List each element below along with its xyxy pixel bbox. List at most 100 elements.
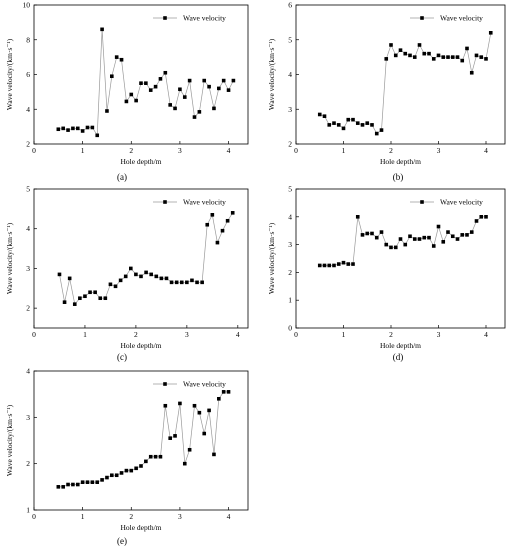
x-tick-label: 4 [484, 330, 488, 339]
chart-panel-c: 0 1 2 3 4 2 3 4 5 Hole depth/m Wave velocity/(km·s… [5, 185, 249, 362]
data-point [355, 215, 360, 219]
data-point [379, 230, 384, 234]
data-point [322, 263, 327, 268]
data-point [164, 276, 169, 281]
y-tick-label: 2 [288, 268, 292, 277]
data-point [110, 74, 114, 79]
data-point [226, 88, 231, 92]
legend-label: Wave velocity [183, 198, 226, 207]
data-point [446, 55, 450, 59]
data-point [231, 78, 236, 83]
data-point [88, 290, 92, 295]
data-point [153, 84, 158, 89]
x-tick-label: 1 [342, 330, 346, 339]
y-axis-title: Wave velocity/(km·s⁻¹) [5, 222, 14, 294]
data-point [221, 390, 226, 394]
data-point [108, 282, 113, 287]
data-point [431, 57, 436, 61]
data-point [417, 43, 422, 47]
y-tick-label: 4 [288, 70, 292, 79]
data-point [154, 274, 159, 279]
data-point [124, 468, 129, 473]
x-tick-label: 2 [134, 330, 138, 339]
data-point [163, 403, 168, 408]
y-tick-label: 2 [26, 304, 30, 313]
data-point [148, 454, 153, 459]
data-point [370, 231, 374, 236]
data-point [195, 280, 199, 285]
data-point [139, 81, 143, 85]
y-tick-label: 2 [26, 140, 30, 149]
data-point [220, 228, 225, 233]
data-point [190, 278, 194, 283]
data-point [192, 403, 197, 408]
data-point [105, 109, 109, 113]
data-point [178, 401, 182, 406]
data-point [398, 48, 403, 52]
data-point [398, 237, 403, 241]
legend-marker [420, 16, 424, 20]
data-point [217, 397, 221, 401]
chart-panel-a: 0 1 2 3 4 2 4 6 8 10 Hole depth/m Wave velocity/(km… [5, 1, 249, 182]
y-tick-label: 3 [26, 413, 30, 422]
data-point [403, 242, 408, 247]
data-point [124, 99, 129, 104]
chart-panel-b: 0 1 2 3 4 2 3 4 5 6 Hole depth/m Wave velocity/(km·… [267, 1, 506, 182]
series-line [58, 391, 229, 488]
legend-label: Wave velocity [440, 14, 483, 23]
data-point [332, 263, 336, 268]
data-point [351, 262, 355, 266]
y-axis-title: Wave velocity/(km·s⁻¹) [5, 38, 14, 110]
data-point [365, 121, 370, 125]
data-point [103, 296, 108, 301]
data-point [460, 233, 465, 237]
y-tick-label: 4 [26, 367, 30, 376]
data-point [417, 237, 422, 241]
data-point [384, 242, 389, 247]
data-point [379, 128, 384, 132]
data-point [351, 117, 355, 122]
x-tick-label: 2 [129, 146, 133, 155]
data-point [67, 276, 72, 281]
y-tick-label: 4 [26, 105, 30, 114]
data-point [455, 237, 460, 241]
x-tick-label: 1 [81, 512, 85, 521]
data-point [100, 27, 104, 32]
y-axis-title: Wave velocity/(km·s⁻¹) [5, 404, 14, 476]
legend-label: Wave velocity [440, 198, 483, 207]
y-tick-label: 3 [26, 264, 30, 273]
data-point [134, 272, 138, 277]
y-tick-label: 4 [26, 224, 30, 233]
data-point [61, 485, 65, 489]
data-point [460, 58, 465, 63]
data-point [212, 106, 216, 111]
data-point [341, 260, 346, 265]
data-point [484, 57, 488, 61]
x-axis-title: Hole depth/m [380, 157, 421, 166]
data-point [62, 300, 67, 304]
data-point [168, 436, 172, 440]
y-tick-label: 8 [26, 35, 30, 44]
data-point [71, 126, 75, 131]
legend-label: Wave velocity [183, 380, 226, 389]
data-point [158, 454, 163, 459]
data-point [158, 77, 163, 81]
data-point [197, 410, 202, 415]
data-point [479, 55, 484, 59]
data-point [332, 121, 336, 125]
data-point [173, 106, 177, 111]
data-point [85, 125, 90, 130]
data-point [129, 468, 134, 473]
data-point [403, 51, 408, 56]
y-axis-title: Wave velocity/(km·s⁻¹) [267, 222, 276, 294]
data-point [93, 290, 97, 295]
data-point [441, 240, 446, 244]
y-tick-label: 6 [26, 70, 30, 79]
data-point [374, 131, 379, 136]
data-point [225, 218, 230, 223]
legend-marker [420, 200, 424, 204]
data-point [412, 237, 417, 241]
data-point [110, 473, 114, 478]
data-point [474, 53, 479, 58]
